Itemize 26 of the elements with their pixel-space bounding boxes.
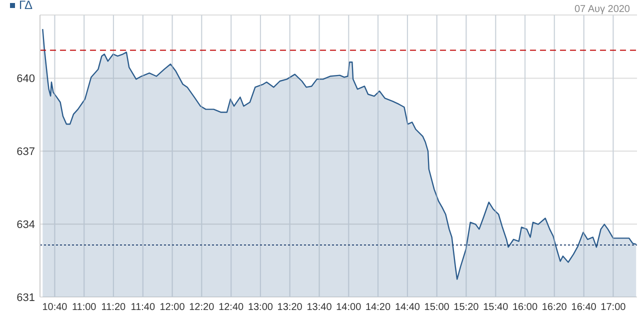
x-tick-label: 10:40 bbox=[42, 302, 68, 313]
x-tick-label: 16:20 bbox=[542, 302, 568, 313]
x-tick-label: 15:00 bbox=[424, 302, 450, 313]
x-tick-label: 11:00 bbox=[72, 302, 97, 313]
x-tick-label: 11:20 bbox=[101, 302, 126, 313]
x-tick-label: 12:20 bbox=[189, 302, 215, 313]
x-tick-label: 14:00 bbox=[336, 302, 362, 313]
x-tick-label: 15:20 bbox=[454, 302, 480, 313]
y-tick-label: 637 bbox=[16, 146, 35, 158]
x-tick-label: 16:40 bbox=[571, 302, 597, 313]
x-tick-label: 17:00 bbox=[600, 302, 626, 313]
legend-label: ΓΔ bbox=[19, 0, 33, 12]
x-tick-label: 11:40 bbox=[130, 302, 156, 313]
y-tick-label: 640 bbox=[16, 73, 35, 86]
x-tick-label: 13:40 bbox=[306, 302, 332, 313]
x-tick-label: 15:40 bbox=[483, 302, 509, 313]
x-tick-label: 16:00 bbox=[512, 302, 538, 313]
x-tick-label: 13:20 bbox=[277, 302, 303, 313]
x-tick-label: 12:40 bbox=[218, 302, 244, 313]
x-tick-label: 14:40 bbox=[394, 302, 420, 313]
y-tick-label: 631 bbox=[16, 292, 35, 304]
x-tick-label: 12:00 bbox=[160, 302, 186, 313]
y-tick-label: 634 bbox=[16, 218, 35, 231]
chart-subtitle: 07 Αυγ 2020 bbox=[574, 4, 630, 15]
x-tick-label: 13:00 bbox=[248, 302, 274, 313]
x-tick-label: 14:20 bbox=[365, 302, 391, 313]
